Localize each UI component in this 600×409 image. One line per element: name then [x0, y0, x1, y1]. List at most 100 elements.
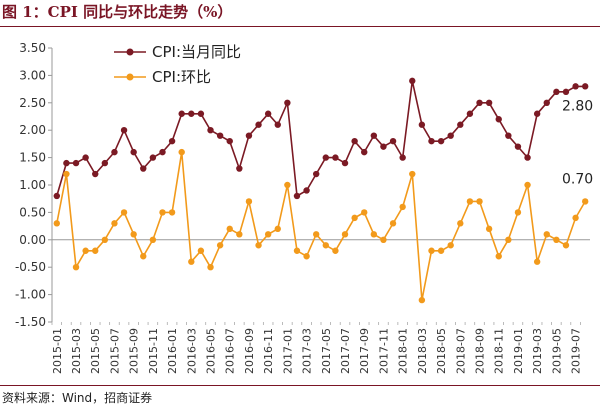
data-point-yoy	[120, 127, 128, 134]
data-point-mom	[409, 170, 416, 178]
data-point-yoy	[178, 110, 185, 117]
source-rule	[0, 385, 600, 386]
x-tick-label: 2018-11	[493, 328, 506, 374]
x-tick-label: 2016-09	[243, 328, 256, 374]
data-point-mom	[399, 203, 406, 211]
data-point-mom	[178, 148, 185, 156]
legend-swatch-marker	[126, 73, 134, 81]
data-point-mom	[322, 242, 330, 249]
data-point-mom	[293, 247, 301, 254]
data-point-yoy	[533, 110, 541, 117]
data-point-yoy	[437, 137, 445, 145]
legend-label-yoy: CPI:当月同比	[152, 43, 241, 61]
data-point-yoy	[255, 121, 262, 128]
data-point-yoy	[303, 187, 310, 194]
data-point-yoy	[274, 121, 281, 128]
data-point-yoy	[197, 110, 205, 117]
y-tick-label: 1.00	[19, 178, 46, 192]
data-point-mom	[101, 236, 109, 243]
data-point-mom	[389, 220, 397, 227]
data-point-yoy	[284, 99, 291, 107]
data-point-yoy	[72, 159, 80, 167]
x-tick-label: 2016-11	[262, 328, 275, 374]
data-point-yoy	[514, 143, 522, 150]
data-point-mom	[514, 209, 522, 216]
x-tick-label: 2015-09	[128, 328, 141, 374]
x-tick-label: 2017-05	[320, 328, 333, 374]
data-point-mom	[207, 264, 214, 271]
x-tick-label: 2017-03	[301, 328, 314, 374]
data-point-yoy	[418, 121, 426, 128]
data-point-mom	[543, 231, 550, 238]
x-tick-label: 2016-03	[185, 328, 198, 374]
y-tick-label: 0.00	[19, 233, 46, 247]
data-point-yoy	[581, 83, 589, 90]
data-point-mom	[485, 225, 493, 233]
data-point-mom	[140, 253, 147, 260]
data-point-mom	[553, 236, 560, 243]
data-point-yoy	[351, 137, 358, 145]
data-point-mom	[341, 231, 349, 238]
data-point-yoy	[332, 154, 339, 161]
data-point-mom	[437, 247, 445, 254]
data-point-yoy	[322, 154, 330, 161]
data-point-mom	[255, 242, 262, 249]
x-tick-label: 2018-05	[435, 328, 448, 374]
data-point-mom	[284, 181, 291, 189]
data-point-yoy	[101, 159, 109, 167]
data-point-mom	[351, 214, 358, 222]
data-point-yoy	[466, 110, 474, 117]
x-tick-label: 2018-01	[397, 328, 410, 374]
data-point-yoy	[312, 170, 320, 178]
data-point-yoy	[495, 116, 502, 123]
data-point-yoy	[264, 110, 272, 117]
data-point-mom	[447, 242, 454, 249]
y-tick-label: 3.50	[19, 41, 46, 55]
data-point-yoy	[159, 148, 166, 156]
x-tick-label: 2018-09	[474, 328, 487, 374]
data-point-mom	[245, 198, 253, 205]
data-point-yoy	[226, 137, 233, 145]
data-point-yoy	[111, 148, 118, 156]
data-point-yoy	[457, 121, 464, 128]
data-point-mom	[312, 231, 320, 238]
data-point-mom	[466, 198, 474, 205]
data-point-yoy	[207, 127, 214, 134]
x-tick-label: 2018-07	[454, 328, 467, 374]
series-line-yoy	[56, 80, 586, 198]
data-point-mom	[168, 209, 176, 216]
data-point-yoy	[485, 99, 493, 107]
data-point-yoy	[428, 137, 435, 145]
data-point-yoy	[168, 137, 176, 145]
data-point-yoy	[149, 154, 157, 161]
data-point-mom	[197, 247, 205, 254]
x-tick-label: 2015-05	[89, 328, 102, 374]
x-tick-label: 2019-03	[531, 328, 544, 374]
y-tick-label: -1.00	[15, 288, 46, 302]
x-tick-label: 2019-05	[550, 328, 563, 374]
legend-swatch-marker	[126, 48, 134, 56]
data-point-mom	[149, 236, 157, 243]
data-point-mom	[581, 198, 589, 205]
data-point-mom	[130, 231, 137, 238]
data-point-yoy	[543, 99, 550, 107]
x-tick-label: 2017-11	[377, 328, 390, 374]
y-tick-label: 3.00	[19, 68, 46, 82]
data-point-yoy	[524, 154, 531, 161]
data-point-yoy	[63, 159, 70, 167]
data-point-mom	[82, 247, 89, 254]
data-point-yoy	[553, 88, 560, 96]
data-point-mom	[53, 220, 61, 227]
data-point-mom	[524, 181, 531, 189]
y-tick-label: 0.50	[19, 205, 46, 219]
data-point-mom	[236, 231, 243, 238]
data-point-mom	[303, 253, 310, 260]
x-tick-label: 2016-05	[205, 328, 218, 374]
data-point-yoy	[341, 159, 349, 167]
data-point-mom	[476, 198, 483, 205]
data-point-mom	[332, 247, 339, 254]
data-point-mom	[505, 236, 512, 243]
title-rule	[0, 26, 600, 27]
data-point-mom	[428, 247, 435, 254]
data-point-mom	[370, 231, 378, 238]
